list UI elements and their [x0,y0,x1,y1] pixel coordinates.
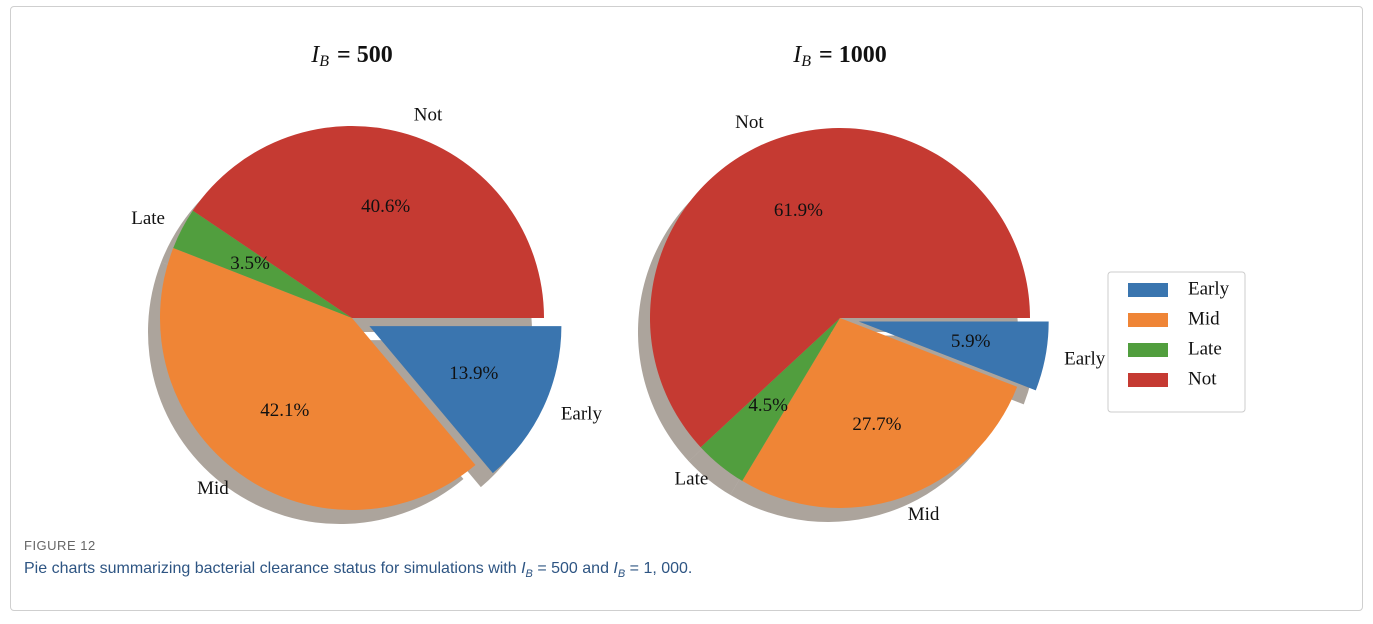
wedge [192,125,544,318]
legend-swatch [1128,343,1168,357]
value-label: 5.9% [951,331,991,352]
chart-title: IB = 1000 [792,42,886,70]
category-label: Mid [197,478,229,499]
caption-text: Pie charts summarizing bacterial clearan… [24,560,522,577]
value-label: 61.9% [774,200,823,221]
wedge [173,210,352,318]
chart: IB = 50013.9%Early42.1%Mid3.5%Late40.6%No… [131,42,1246,525]
legend-label: Early [1188,278,1230,299]
chart-title: IB = 500 [310,42,392,70]
figure-label: FIGURE 12 [24,538,96,553]
category-label: Early [1064,348,1106,369]
category-label: Not [735,112,764,133]
value-label: 42.1% [260,400,309,421]
value-label: 3.5% [230,253,270,274]
category-label: Late [131,208,165,229]
title-value: = 1000 [819,42,887,68]
caption: Pie charts summarizing bacterial clearan… [24,560,692,580]
category-label: Late [675,469,709,490]
caption-variable: I [613,560,618,577]
caption-subscript: B [525,568,533,581]
legend-label: Not [1188,368,1217,389]
title-subscript: B [801,53,811,70]
caption-variable: I [521,560,526,577]
value-label: 13.9% [449,363,498,384]
title-variable: I [310,42,320,68]
title-value: = 500 [337,42,393,68]
legend-label: Mid [1188,308,1220,329]
wedge [650,128,1030,448]
wedge [369,326,562,474]
legend-swatch [1128,283,1168,297]
value-label: 27.7% [852,414,901,435]
legend-swatch [1128,313,1168,327]
wedge [159,247,476,511]
category-label: Early [561,404,603,425]
value-label: 4.5% [748,395,788,416]
wedge [742,318,1018,509]
wedge [858,321,1049,391]
wedge [700,318,840,481]
category-label: Not [414,104,443,125]
legend-label: Late [1188,338,1222,359]
title-variable: I [792,42,802,68]
value-label: 40.6% [361,196,410,217]
caption-text: = 1, 000. [625,560,693,577]
caption-subscript: B [617,568,626,581]
caption-text: = 500 and [532,560,614,577]
category-label: Mid [908,504,940,525]
title-subscript: B [319,53,329,70]
figure-card [10,6,1363,611]
legend-swatch [1128,373,1168,387]
